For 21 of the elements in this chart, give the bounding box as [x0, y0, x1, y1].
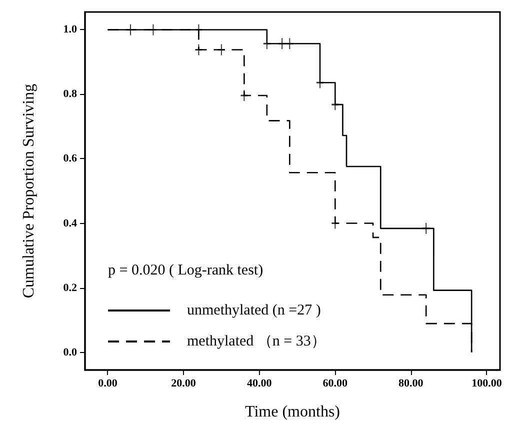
x-tick-label: 40.00 — [246, 378, 272, 390]
x-axis-title: Time (months) — [245, 404, 340, 420]
y-tick-label: 0.0 — [63, 346, 78, 358]
point — [262, 38, 272, 50]
y-tick-label: 0.4 — [63, 217, 78, 230]
y-tick-label: 0.2 — [63, 282, 78, 294]
x-tick-label: 0.00 — [98, 378, 118, 390]
y-tick-label: 0.8 — [63, 88, 78, 100]
y-tick-label: 1.0 — [63, 24, 78, 36]
point — [278, 38, 286, 50]
y-axis-title: Cumulative Proportion Surviving — [20, 84, 38, 298]
annotation: p = 0.020 ( Log-rank test) — [108, 262, 264, 278]
x-tick-label: 20.00 — [171, 378, 196, 390]
x-tick-label: 60.00 — [322, 378, 348, 390]
point — [217, 44, 226, 56]
y-tick-label: 0.6 — [63, 152, 78, 165]
x-tick-label: 100.00 — [472, 378, 502, 390]
legend-label: methylated （n = 33） — [187, 334, 326, 350]
legend-label: unmethylated (n =27 ) — [187, 302, 321, 318]
x-tick-label: 80.00 — [398, 378, 424, 390]
point — [126, 24, 135, 36]
